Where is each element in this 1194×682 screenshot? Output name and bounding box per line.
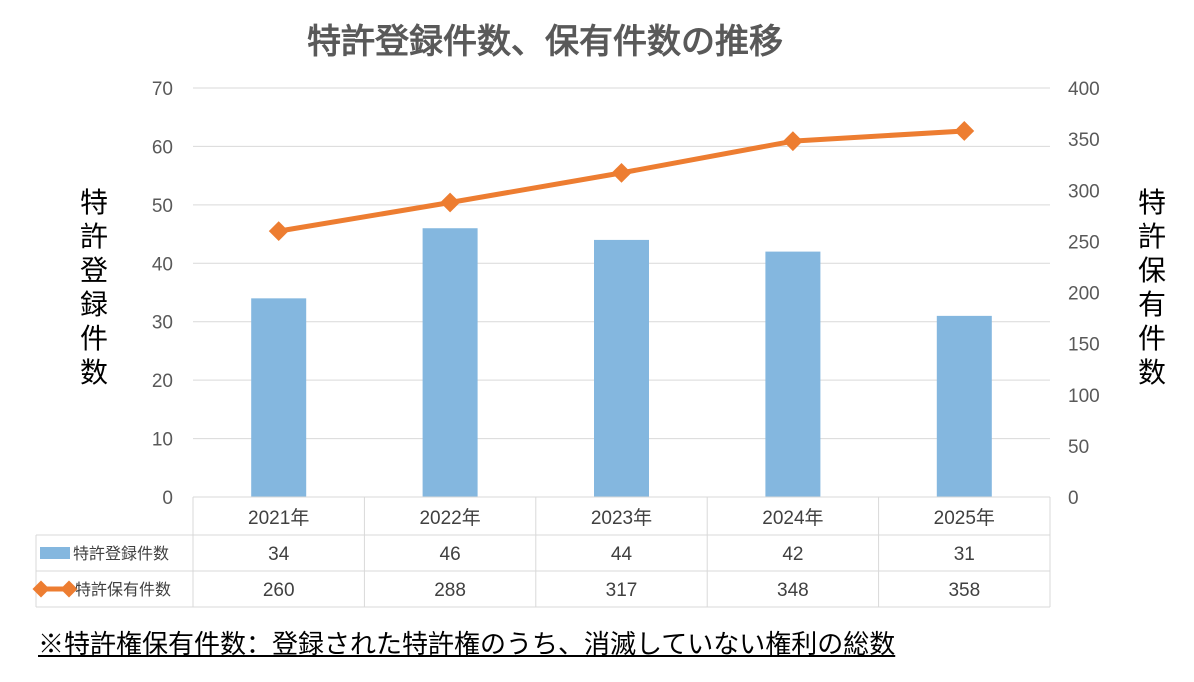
y2-tick-label: 300: [1068, 181, 1100, 202]
y-axis-right-ticks: 0 50 100 150 200 250 300 350 400: [1068, 79, 1100, 509]
table-value-line: 358: [948, 580, 980, 601]
bar: [765, 251, 821, 497]
table-value-line: 288: [434, 580, 466, 601]
y2-tick-label: 350: [1068, 130, 1100, 151]
line-point: [954, 121, 975, 141]
y-axis-left-ticks: 0 10 20 30 40 50 60 70: [152, 79, 173, 509]
legend-label-bar: 特許登録件数: [73, 544, 169, 563]
table-value-bar: 34: [268, 544, 290, 565]
y-tick-label: 20: [152, 371, 173, 392]
line-series: [268, 121, 975, 242]
table-value-bar: 44: [611, 544, 633, 565]
y-tick-label: 30: [152, 313, 173, 334]
legend-key-bar: [40, 547, 70, 559]
footnote: ※特許権保有件数：登録された特許権のうち、消滅していない権利の総数: [38, 630, 896, 660]
y2-tick-label: 150: [1068, 335, 1100, 356]
y-tick-label: 50: [152, 196, 173, 217]
y-tick-label: 60: [152, 137, 173, 158]
y-tick-label: 40: [152, 254, 173, 275]
y-tick-label: 0: [162, 488, 173, 509]
line-point: [440, 192, 460, 213]
y2-tick-label: 50: [1068, 437, 1089, 458]
y2-tick-label: 0: [1068, 488, 1079, 509]
chart-title: 特許登録件数、保有件数の推移: [307, 22, 783, 62]
table-value-line: 348: [777, 580, 809, 601]
y-axis-title-right: 特許保有件数: [1137, 186, 1166, 389]
y2-tick-label: 250: [1068, 232, 1100, 253]
table-value-line: 317: [606, 580, 638, 601]
table-value-line: 260: [263, 580, 295, 601]
y2-tick-label: 400: [1068, 79, 1100, 100]
line-point: [611, 162, 632, 183]
y-tick-label: 10: [152, 430, 173, 451]
y2-tick-label: 200: [1068, 284, 1100, 305]
legend-label-line: 特許保有件数: [75, 580, 171, 599]
x-tick-label: 2021年: [248, 507, 309, 529]
x-tick-label: 2023年: [591, 507, 652, 529]
bar: [936, 315, 992, 497]
legend-key-marker: [60, 580, 78, 598]
line-point: [268, 221, 289, 242]
table-value-bar: 46: [440, 544, 461, 565]
legend-key-marker: [32, 580, 50, 598]
x-tick-label: 2022年: [419, 507, 480, 529]
bar: [422, 228, 478, 497]
x-tick-label: 2025年: [934, 507, 995, 529]
x-tick-label: 2024年: [762, 507, 823, 529]
y-axis-title-left: 特許登録件数: [79, 186, 108, 389]
y-tick-label: 70: [152, 79, 173, 100]
y2-tick-label: 100: [1068, 386, 1100, 407]
bar: [594, 239, 649, 497]
bar-series: [251, 228, 992, 497]
table-value-bar: 31: [954, 544, 975, 565]
bar: [251, 298, 307, 497]
line-point: [783, 131, 803, 152]
table-value-bar: 42: [782, 544, 803, 565]
